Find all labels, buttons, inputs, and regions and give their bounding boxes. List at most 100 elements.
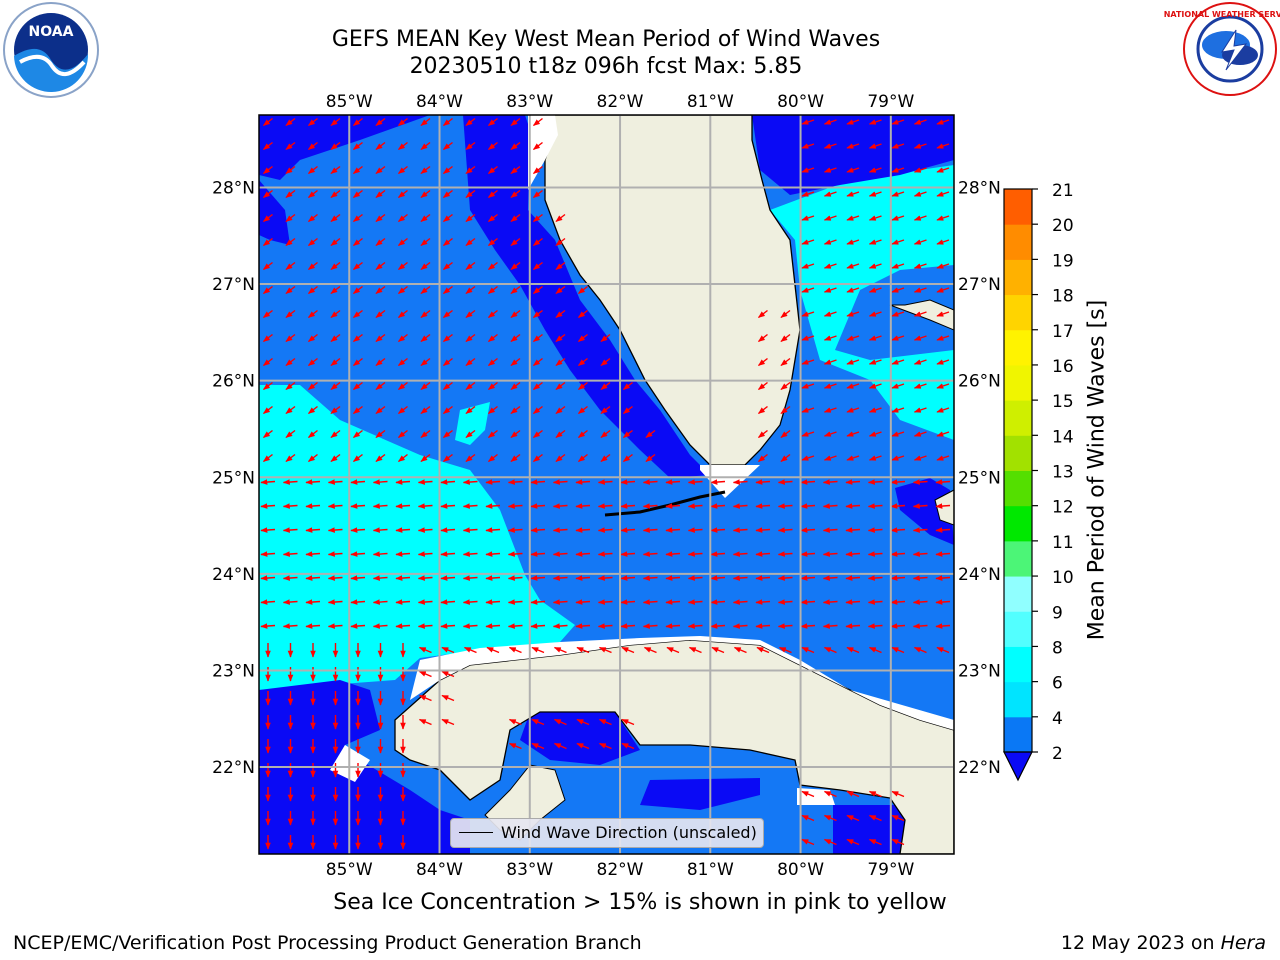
wave-direction-arrow: [375, 309, 386, 319]
wave-direction-arrow: [330, 141, 341, 151]
colorbar-segment: [1004, 576, 1032, 612]
wave-direction-arrow: [285, 309, 296, 319]
wave-direction-arrow: [532, 333, 543, 343]
wave-direction-arrow: [442, 333, 453, 343]
lon-tick-label: 79°W: [867, 860, 914, 880]
wave-direction-arrow: [823, 143, 837, 149]
wave-direction-arrow: [687, 551, 703, 557]
wave-direction-arrow: [532, 309, 543, 319]
wave-direction-arrow: [262, 405, 273, 415]
lat-tick-label: 26°N: [958, 372, 1001, 392]
wave-direction-arrow: [555, 453, 566, 463]
wave-direction-arrow: [600, 429, 611, 439]
wave-direction-arrow: [552, 623, 568, 629]
wave-direction-arrow: [577, 429, 588, 439]
wave-direction-arrow: [487, 453, 498, 463]
wave-direction-arrow: [822, 599, 838, 605]
wave-direction-arrow: [846, 646, 860, 654]
wave-direction-arrow: [913, 263, 927, 269]
wave-direction-arrow: [262, 213, 273, 223]
wave-direction-arrow: [510, 189, 521, 199]
colorbar-label: Mean Period of Wind Waves [s]: [1084, 299, 1110, 641]
wave-direction-arrow: [936, 431, 950, 437]
colorbar-segment: [1004, 400, 1032, 436]
wave-direction-arrow: [801, 143, 815, 149]
wave-direction-arrow: [801, 359, 815, 365]
wave-direction-arrow: [372, 479, 388, 485]
wave-direction-arrow: [710, 551, 726, 557]
wave-direction-arrow: [868, 838, 882, 846]
wave-direction-arrow: [665, 623, 681, 629]
wave-direction-arrow: [397, 333, 408, 343]
wave-direction-arrow: [913, 311, 927, 317]
wave-direction-arrow: [532, 453, 543, 463]
wave-direction-arrow: [397, 381, 408, 391]
wave-direction-arrow: [375, 285, 386, 295]
wave-direction-arrow: [352, 117, 363, 127]
wave-direction-arrow: [485, 599, 501, 605]
wave-direction-arrow: [755, 479, 771, 485]
wave-direction-arrow: [777, 479, 793, 485]
wave-direction-arrow: [352, 189, 363, 199]
wave-direction-arrow: [330, 165, 341, 175]
wave-direction-arrow: [555, 405, 566, 415]
wave-direction-arrow: [352, 381, 363, 391]
wave-direction-arrow: [777, 527, 793, 533]
wave-direction-arrow: [846, 335, 860, 341]
wave-direction-arrow: [485, 623, 501, 629]
wave-direction-arrow: [552, 599, 568, 605]
wave-direction-arrow: [733, 646, 747, 654]
wave-direction-arrow: [420, 405, 431, 415]
wave-direction-arrow: [507, 575, 523, 581]
wave-direction-arrow: [622, 405, 633, 415]
wave-direction-arrow: [397, 261, 408, 271]
wave-direction-arrow: [801, 191, 815, 197]
wave-direction-arrow: [327, 479, 343, 485]
wave-direction-arrow: [891, 167, 905, 173]
wave-direction-arrow: [891, 407, 905, 413]
wave-direction-arrow: [352, 285, 363, 295]
wave-direction-arrow: [576, 742, 590, 750]
wave-direction-arrow: [442, 141, 453, 151]
wave-direction-arrow: [487, 381, 498, 391]
wave-direction-arrow: [597, 479, 613, 485]
wave-direction-arrow: [395, 479, 411, 485]
wave-direction-arrow: [845, 479, 861, 485]
wave-direction-arrow: [912, 503, 928, 509]
wave-direction-arrow: [801, 119, 815, 125]
wave-direction-arrow: [823, 383, 837, 389]
wave-direction-arrow: [665, 551, 681, 557]
colorbar-segment: [1004, 259, 1032, 296]
wave-direction-arrow: [510, 453, 521, 463]
wave-direction-arrow: [800, 551, 816, 557]
wave-direction-arrow: [462, 623, 478, 629]
colorbar-segment: [1004, 611, 1032, 647]
wave-direction-arrow: [687, 575, 703, 581]
wave-direction-arrow: [307, 237, 318, 247]
wave-direction-arrow: [440, 551, 456, 557]
wave-direction-arrow: [260, 527, 276, 533]
wave-direction-arrow: [487, 237, 498, 247]
wave-direction-arrow: [642, 503, 658, 509]
wave-direction-arrow: [868, 359, 882, 365]
sea-ice-note: Sea Ice Concentration > 15% is shown in …: [333, 890, 947, 915]
wave-direction-arrow: [575, 503, 591, 509]
lon-tick-label: 84°W: [416, 860, 463, 880]
wave-direction-arrow: [600, 381, 611, 391]
wave-direction-arrow: [507, 599, 523, 605]
colorbar-tick-label: 10: [1052, 568, 1074, 588]
wave-direction-arrow: [868, 119, 882, 125]
wave-direction-arrow: [285, 261, 296, 271]
wave-direction-arrow: [711, 646, 725, 654]
wave-direction-arrow: [330, 189, 341, 199]
wave-direction-arrow: [891, 335, 905, 341]
wave-direction-arrow: [465, 165, 476, 175]
wave-direction-arrow: [462, 551, 478, 557]
wave-direction-arrow: [846, 431, 860, 437]
wave-direction-arrow: [397, 117, 408, 127]
wave-direction-arrow: [418, 694, 432, 702]
wave-direction-arrow: [487, 189, 498, 199]
dark-region-coast: [463, 115, 710, 478]
wave-direction-arrow: [282, 575, 298, 581]
wave-direction-arrow: [260, 479, 276, 485]
